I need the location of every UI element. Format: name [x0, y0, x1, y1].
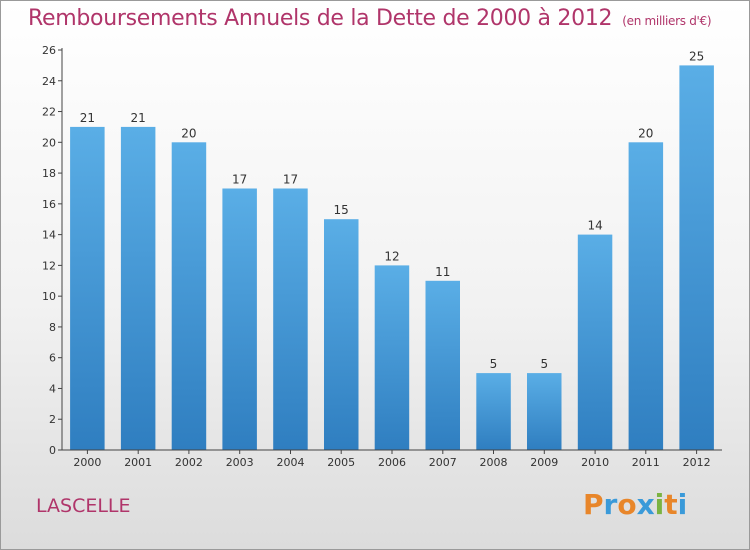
- y-tick-label-8: 8: [49, 321, 56, 334]
- value-label-2011: 20: [638, 126, 653, 140]
- bars-layer: 21 21 20 17 17 15 12 11 5 5 14 20 25: [70, 49, 714, 451]
- bar-2009: [527, 373, 562, 450]
- y-tick-label-20: 20: [42, 136, 56, 149]
- value-label-2003: 17: [232, 173, 247, 187]
- value-label-2004: 17: [283, 173, 298, 187]
- value-label-2006: 12: [384, 249, 399, 263]
- x-tick-label-2000: 2000: [73, 456, 101, 469]
- logo-letter: t: [664, 488, 678, 521]
- x-tick-label-2003: 2003: [226, 456, 254, 469]
- bar-2005: [324, 219, 359, 450]
- proxiti-logo: Proxiti: [583, 488, 687, 521]
- y-tick-label-22: 22: [42, 106, 56, 119]
- y-tick-label-14: 14: [42, 229, 56, 242]
- axis-layer: 2000 2001 2002 2003 2004 2005 2006 2007 2008 2009…: [42, 44, 722, 469]
- logo-letter: x: [636, 488, 655, 521]
- value-label-2001: 21: [131, 111, 146, 125]
- y-tick-label-2: 2: [49, 413, 56, 426]
- value-label-2002: 20: [181, 126, 196, 140]
- bar-2000: [70, 126, 105, 451]
- x-tick-label-2004: 2004: [277, 456, 305, 469]
- y-tick-label-4: 4: [49, 382, 56, 395]
- x-tick-label-2009: 2009: [530, 456, 558, 469]
- bar-2011: [628, 142, 664, 451]
- y-tick-label-16: 16: [42, 198, 56, 211]
- bar-2004: [273, 188, 308, 450]
- logo-letter: i: [654, 488, 665, 521]
- value-label-2000: 21: [80, 111, 95, 125]
- value-label-2007: 11: [435, 265, 450, 279]
- bar-2003: [222, 188, 257, 450]
- logo-letter: r: [603, 488, 618, 521]
- x-tick-label-2010: 2010: [581, 456, 609, 469]
- y-tick-label-26: 26: [42, 44, 56, 57]
- value-label-2008: 5: [490, 357, 498, 371]
- bar-2012: [679, 65, 714, 451]
- logo-letter: o: [617, 488, 637, 521]
- y-tick-label-12: 12: [42, 259, 56, 272]
- logo-letter: i: [677, 488, 688, 521]
- y-tick-label-6: 6: [49, 352, 56, 365]
- x-tick-label-2008: 2008: [480, 456, 508, 469]
- x-tick-label-2011: 2011: [632, 456, 660, 469]
- y-tick-label-10: 10: [42, 290, 56, 303]
- value-label-2010: 14: [587, 219, 602, 233]
- bar-2002: [171, 142, 207, 451]
- value-label-2005: 15: [334, 203, 349, 217]
- y-tick-label-0: 0: [49, 444, 56, 457]
- x-tick-label-2007: 2007: [429, 456, 457, 469]
- bar-2007: [425, 280, 460, 450]
- location-name: LASCELLE: [36, 495, 131, 517]
- x-tick-label-2002: 2002: [175, 456, 203, 469]
- bar-2006: [374, 265, 410, 450]
- chart-unit-label: (en milliers d'€): [622, 14, 712, 28]
- value-label-2009: 5: [540, 357, 548, 371]
- chart-title-text: Remboursements Annuels de la Dette de 20…: [28, 6, 613, 31]
- y-tick-label-24: 24: [42, 75, 56, 88]
- logo-letter: P: [583, 488, 604, 521]
- value-label-2012: 25: [689, 49, 704, 63]
- chart-title: Remboursements Annuels de la Dette de 20…: [28, 6, 712, 31]
- x-tick-label-2012: 2012: [683, 456, 711, 469]
- x-tick-label-2005: 2005: [327, 456, 355, 469]
- x-tick-label-2001: 2001: [124, 456, 152, 469]
- bar-2008: [476, 373, 511, 450]
- bar-2001: [120, 126, 156, 451]
- y-tick-label-18: 18: [42, 167, 56, 180]
- x-tick-label-2006: 2006: [378, 456, 406, 469]
- bar-2010: [577, 234, 613, 450]
